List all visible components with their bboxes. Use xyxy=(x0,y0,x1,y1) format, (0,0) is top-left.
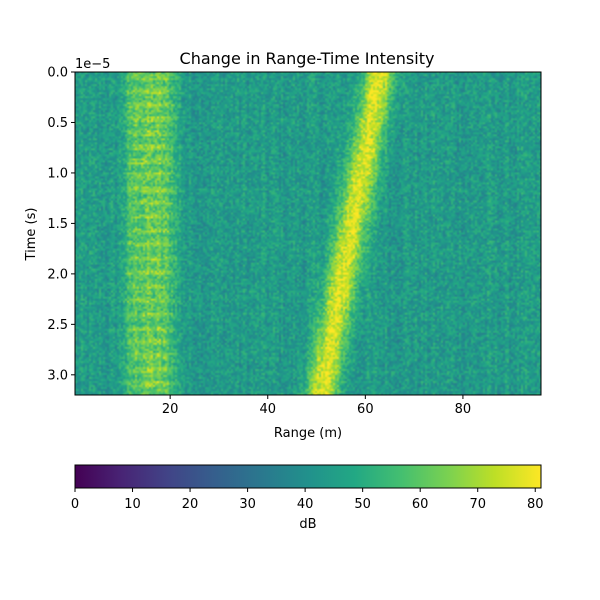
y-offset-label: 1e−5 xyxy=(75,57,110,72)
y-tick-label: 2.0 xyxy=(47,267,68,282)
colorbar-label: dB xyxy=(299,517,316,532)
chart-title: Change in Range-Time Intensity xyxy=(180,49,435,68)
colorbar-tick-label: 60 xyxy=(412,497,429,512)
colorbar-tick-label: 20 xyxy=(182,497,199,512)
y-tick-label: 2.5 xyxy=(47,318,68,333)
y-tick-label: 3.0 xyxy=(47,368,68,383)
x-tick-label: 20 xyxy=(162,402,179,417)
x-tick-label: 60 xyxy=(357,402,374,417)
colorbar-tick-label: 10 xyxy=(124,497,141,512)
x-axis: 20 40 60 80 xyxy=(162,395,471,417)
heatmap-plot xyxy=(74,71,542,396)
x-tick-label: 80 xyxy=(455,402,472,417)
colorbar: 0 10 20 30 40 50 60 70 80 dB xyxy=(71,464,544,532)
y-axis-label: Time (s) xyxy=(24,208,39,262)
colorbar-tick-label: 0 xyxy=(71,497,79,512)
y-tick-label: 0.5 xyxy=(47,116,68,131)
y-tick-label: 0.0 xyxy=(47,66,68,81)
x-tick-label: 40 xyxy=(259,402,276,417)
colorbar-tick-label: 40 xyxy=(297,497,314,512)
x-axis-label: Range (m) xyxy=(274,426,342,441)
y-axis: 0.0 0.5 1.0 1.5 2.0 2.5 3.0 xyxy=(47,66,75,383)
heatmap-image xyxy=(75,72,541,395)
colorbar-ticks: 0 10 20 30 40 50 60 70 80 xyxy=(71,488,544,512)
y-tick-label: 1.5 xyxy=(47,217,68,232)
plot-frame xyxy=(74,71,542,396)
colorbar-tick-label: 50 xyxy=(354,497,371,512)
colorbar-gradient xyxy=(74,464,542,489)
colorbar-tick-label: 70 xyxy=(469,497,486,512)
y-tick-label: 1.0 xyxy=(47,166,68,181)
colorbar-tick-label: 30 xyxy=(239,497,256,512)
colorbar-tick-label: 80 xyxy=(527,497,544,512)
